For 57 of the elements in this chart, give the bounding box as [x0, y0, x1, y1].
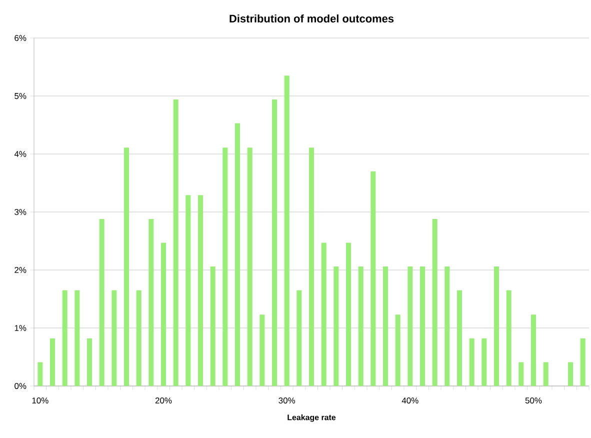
bar [198, 195, 204, 386]
bar [531, 314, 536, 386]
bar [568, 362, 573, 386]
x-tick-label: 20% [155, 398, 172, 404]
bar [124, 148, 130, 386]
y-tick-label: 4% [14, 151, 26, 157]
bar [420, 266, 426, 386]
x-tick-label: 10% [32, 398, 48, 404]
bar [321, 242, 326, 386]
x-tick-label: 30% [278, 398, 296, 404]
bar [161, 242, 166, 386]
bar [346, 242, 352, 386]
bar [370, 171, 376, 386]
bar [543, 362, 548, 386]
bar [457, 290, 462, 386]
y-tick-label: 2% [14, 267, 26, 273]
bar [99, 218, 104, 386]
bar [50, 338, 56, 386]
bar [580, 338, 586, 386]
bar [112, 290, 117, 386]
y-tick-label: 6% [14, 34, 26, 41]
bar [494, 266, 499, 386]
bar [260, 314, 265, 386]
bar [444, 266, 450, 386]
bar [284, 76, 290, 386]
y-tick-label: 0% [14, 382, 26, 389]
x-tick-label: 50% [525, 398, 542, 404]
bar [87, 338, 92, 386]
bar [383, 266, 388, 386]
bar [74, 290, 80, 386]
x-tick-label: 40% [402, 398, 418, 404]
bar [309, 148, 314, 386]
bar [296, 290, 302, 386]
bar [358, 266, 364, 386]
y-tick-label: 5% [14, 93, 26, 99]
chart-title: Distribution of model outcomes [230, 14, 394, 22]
bar [482, 338, 487, 386]
bar [62, 290, 68, 386]
bar [334, 266, 339, 386]
bar [148, 218, 154, 386]
bar [408, 266, 413, 386]
y-tick-label: 1% [14, 325, 26, 331]
y-tick-label: 3% [14, 208, 26, 215]
bar [395, 314, 400, 386]
bar [210, 266, 216, 386]
bar [235, 123, 240, 386]
bar [469, 338, 474, 386]
bar [272, 99, 278, 386]
bar [222, 148, 228, 386]
bar [136, 290, 142, 386]
bar [186, 195, 191, 386]
bar [247, 148, 252, 386]
bar [506, 290, 512, 386]
bar [173, 99, 178, 386]
bar [432, 218, 438, 386]
bar [38, 362, 43, 386]
bar [518, 362, 524, 386]
